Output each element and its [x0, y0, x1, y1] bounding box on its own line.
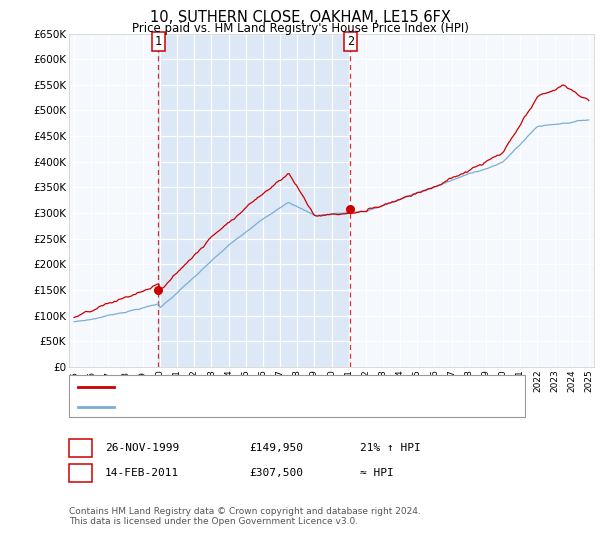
- Text: 14-FEB-2011: 14-FEB-2011: [105, 468, 179, 478]
- Text: 10, SUTHERN CLOSE, OAKHAM, LE15 6FX: 10, SUTHERN CLOSE, OAKHAM, LE15 6FX: [149, 10, 451, 25]
- Text: 1: 1: [155, 35, 162, 48]
- Text: 26-NOV-1999: 26-NOV-1999: [105, 443, 179, 453]
- Text: ≈ HPI: ≈ HPI: [360, 468, 394, 478]
- Text: Contains HM Land Registry data © Crown copyright and database right 2024.
This d: Contains HM Land Registry data © Crown c…: [69, 507, 421, 526]
- Bar: [158, 34, 350, 367]
- Text: Price paid vs. HM Land Registry's House Price Index (HPI): Price paid vs. HM Land Registry's House …: [131, 22, 469, 35]
- Text: HPI: Average price, detached house, Rutland: HPI: Average price, detached house, Rutl…: [120, 402, 389, 412]
- Text: 21% ↑ HPI: 21% ↑ HPI: [360, 443, 421, 453]
- Text: £149,950: £149,950: [249, 443, 303, 453]
- Text: £307,500: £307,500: [249, 468, 303, 478]
- Text: 2: 2: [77, 466, 84, 480]
- Text: 2: 2: [347, 35, 354, 48]
- Text: 1: 1: [77, 441, 84, 455]
- Text: 10, SUTHERN CLOSE, OAKHAM, LE15 6FX (detached house): 10, SUTHERN CLOSE, OAKHAM, LE15 6FX (det…: [120, 382, 445, 392]
